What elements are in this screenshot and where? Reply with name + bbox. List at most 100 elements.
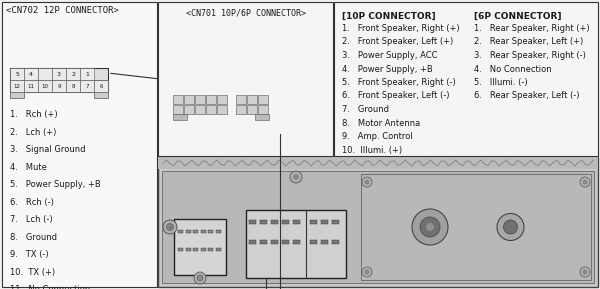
Bar	[260, 220, 267, 224]
Text: 8.   Motor Antenna: 8. Motor Antenna	[342, 118, 420, 127]
Bar	[80, 80, 94, 92]
Text: 7.   Ground: 7. Ground	[342, 105, 389, 114]
Text: 2.   Rear Speaker, Left (+): 2. Rear Speaker, Left (+)	[474, 38, 583, 47]
Bar	[52, 80, 66, 92]
Bar	[10, 68, 24, 80]
Circle shape	[194, 272, 206, 284]
Bar	[246, 210, 346, 278]
Bar	[158, 157, 598, 169]
Circle shape	[290, 171, 302, 183]
Text: 12: 12	[14, 84, 20, 88]
Bar	[247, 105, 257, 114]
Text: 3.   Signal Ground: 3. Signal Ground	[10, 145, 86, 154]
Bar	[38, 80, 52, 92]
Bar	[66, 68, 80, 80]
Circle shape	[580, 267, 590, 277]
Bar	[247, 95, 257, 104]
Circle shape	[167, 223, 173, 231]
Bar	[321, 220, 328, 224]
Bar	[178, 230, 183, 233]
Circle shape	[412, 209, 448, 245]
Text: 2.   Front Speaker, Left (+): 2. Front Speaker, Left (+)	[342, 38, 453, 47]
Text: 1.   Rear Speaker, Right (+): 1. Rear Speaker, Right (+)	[474, 24, 590, 33]
Bar	[310, 220, 317, 224]
Bar	[293, 240, 300, 244]
Circle shape	[583, 270, 587, 275]
Bar	[282, 220, 289, 224]
Bar	[321, 240, 328, 244]
Bar	[52, 68, 66, 80]
Bar	[184, 105, 194, 114]
Text: 4.   Mute: 4. Mute	[10, 162, 47, 171]
Bar	[208, 230, 213, 233]
Bar	[173, 105, 183, 114]
Bar	[258, 105, 268, 114]
Text: 1: 1	[85, 71, 89, 77]
Bar	[215, 230, 221, 233]
Text: 10.  Illumi. (+): 10. Illumi. (+)	[342, 145, 402, 155]
Text: 5.   Power Supply, +B: 5. Power Supply, +B	[10, 180, 101, 189]
Bar	[178, 248, 183, 251]
Text: 4.   Power Supply, +B: 4. Power Supply, +B	[342, 64, 433, 73]
Circle shape	[293, 174, 299, 180]
Bar	[258, 95, 268, 104]
Bar	[195, 105, 205, 114]
Bar	[173, 95, 183, 104]
Text: 10: 10	[41, 84, 49, 88]
Text: 8.   Ground: 8. Ground	[10, 232, 57, 242]
Text: 1.   Front Speaker, Right (+): 1. Front Speaker, Right (+)	[342, 24, 460, 33]
Text: [6P CONNECTOR]: [6P CONNECTOR]	[474, 12, 562, 21]
Text: 7.   Lch (-): 7. Lch (-)	[10, 215, 53, 224]
Text: 3.   Power Supply, ACC: 3. Power Supply, ACC	[342, 51, 437, 60]
Text: 10.  TX (+): 10. TX (+)	[10, 268, 55, 277]
Text: 1.   Rch (+): 1. Rch (+)	[10, 110, 58, 119]
Bar	[249, 220, 256, 224]
Bar	[10, 68, 108, 92]
Text: 9.   TX (-): 9. TX (-)	[10, 250, 49, 259]
Bar	[200, 230, 205, 233]
Circle shape	[583, 179, 587, 184]
Text: 7: 7	[85, 84, 89, 88]
Text: 3: 3	[57, 71, 61, 77]
Bar	[174, 219, 226, 275]
Bar	[94, 92, 108, 98]
Bar	[310, 240, 317, 244]
Bar	[271, 220, 278, 224]
Bar	[208, 248, 213, 251]
Text: 4: 4	[29, 71, 33, 77]
Bar	[195, 95, 205, 104]
Bar	[332, 240, 339, 244]
Bar	[94, 80, 108, 92]
Circle shape	[426, 223, 434, 231]
Bar	[66, 80, 80, 92]
Text: 11.  No Connection: 11. No Connection	[10, 285, 90, 289]
Bar	[215, 248, 221, 251]
Text: 6.   Rch (-): 6. Rch (-)	[10, 197, 54, 207]
Text: 4.   No Connection: 4. No Connection	[474, 64, 551, 73]
Text: 8: 8	[71, 84, 75, 88]
Bar	[332, 220, 339, 224]
Bar	[2, 2, 157, 287]
Text: 9.   Amp. Control: 9. Amp. Control	[342, 132, 413, 141]
Bar	[193, 248, 198, 251]
Text: 6.   Front Speaker, Left (-): 6. Front Speaker, Left (-)	[342, 92, 449, 101]
Bar	[80, 68, 94, 80]
Bar	[236, 95, 246, 104]
Bar	[10, 80, 24, 92]
Bar	[260, 240, 267, 244]
Bar	[158, 2, 333, 156]
Bar	[185, 248, 191, 251]
Bar	[361, 174, 591, 280]
Bar	[24, 80, 38, 92]
Text: 6: 6	[99, 84, 103, 88]
Circle shape	[362, 267, 372, 277]
Circle shape	[497, 214, 524, 240]
Bar	[24, 68, 38, 80]
Bar	[217, 95, 227, 104]
Bar	[249, 240, 256, 244]
Text: <CN702 12P CONNECTOR>: <CN702 12P CONNECTOR>	[6, 6, 119, 15]
Circle shape	[197, 275, 203, 281]
Bar	[206, 95, 216, 104]
Text: 5.   Illumi. (-): 5. Illumi. (-)	[474, 78, 527, 87]
Bar	[236, 105, 246, 114]
